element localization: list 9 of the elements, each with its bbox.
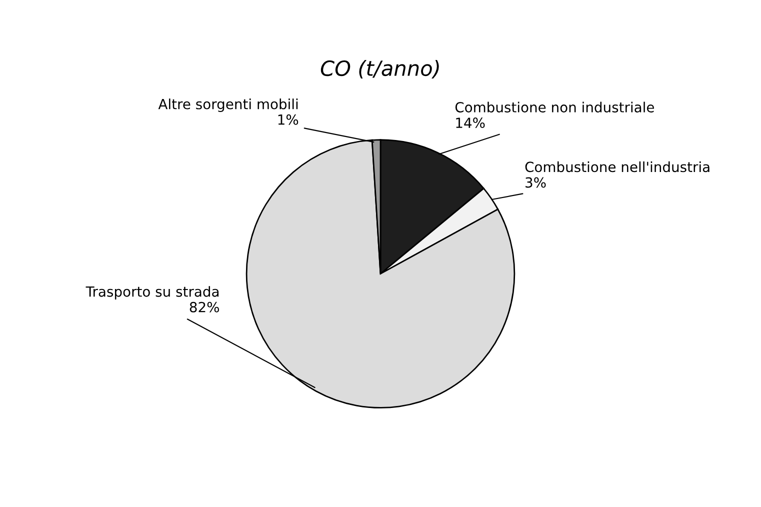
data-label: 1% bbox=[278, 114, 298, 125]
slice-label: Combustione non industriale bbox=[455, 102, 654, 112]
slice-label: Combustione nell'industria bbox=[525, 161, 710, 172]
slice-label: Trasporto su strada bbox=[86, 286, 219, 300]
data-label: 14% bbox=[456, 118, 485, 128]
data-label: 82% bbox=[190, 302, 220, 312]
slice-label: Altre sorgenti mobili bbox=[158, 98, 298, 112]
data-label: 3% bbox=[526, 177, 546, 188]
chart-title: CO (t/anno) bbox=[320, 60, 439, 79]
